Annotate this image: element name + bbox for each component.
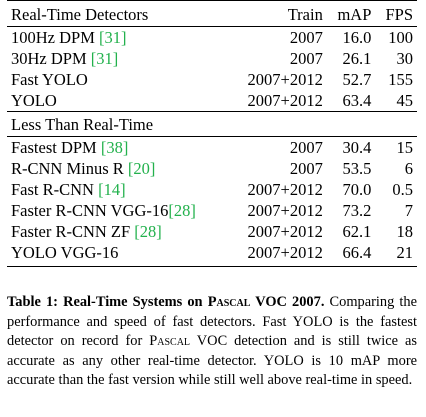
table-row: 30Hz DPM [31] 2007 26.1 30: [7, 48, 417, 69]
citation-link[interactable]: [38]: [100, 138, 129, 157]
header-detectors: Real-Time Detectors: [7, 0, 215, 27]
table-row: YOLO VGG-16 2007+2012 66.4 21: [7, 242, 417, 267]
section-title-less-than-realtime: Less Than Real-Time: [7, 111, 215, 137]
method-name-cell: Fast YOLO: [7, 69, 214, 90]
method-name-cell: 30Hz DPM [31]: [7, 48, 214, 69]
header-map: mAP: [322, 0, 372, 27]
map-cell: 30.4: [322, 136, 372, 158]
table-row: Fast R-CNN [14] 2007+2012 70.0 0.5: [7, 179, 417, 200]
train-cell: 2007: [214, 26, 323, 48]
method-name-cell: 100Hz DPM [31]: [7, 26, 215, 48]
caption-label: Table 1:: [7, 294, 58, 310]
citation-link[interactable]: [28]: [168, 201, 196, 220]
method-name-cell: Faster R-CNN VGG-16[28]: [7, 200, 214, 221]
method-name: 30Hz DPM: [11, 49, 91, 68]
header-train: Train: [214, 0, 323, 27]
method-name: YOLO VGG-16: [11, 243, 119, 262]
caption-title: Real-Time Systems on Pascal VOC 2007.: [57, 294, 325, 310]
table-row: YOLO 2007+2012 63.4 45: [7, 90, 417, 112]
fps-cell: 7: [404, 201, 413, 220]
train-cell: 2007+2012: [247, 70, 323, 89]
table-row: Fastest DPM [38] 2007 30.4 15: [7, 136, 417, 158]
fps-cell: 100: [371, 26, 417, 48]
section-header-row: Less Than Real-Time: [7, 111, 417, 137]
train-cell: 2007: [289, 49, 323, 68]
realtime-section: 100Hz DPM [31] 2007 16.0 100 30Hz DPM [31] 20…: [7, 26, 417, 112]
fps-cell: 30: [396, 49, 414, 68]
citation-link[interactable]: [31]: [90, 49, 119, 68]
method-name: 100Hz DPM: [11, 28, 100, 47]
table-row: Faster R-CNN VGG-16[28] 2007+2012 73.2 7: [7, 200, 417, 221]
fps-cell: 45: [396, 91, 414, 110]
map-cell: 53.5: [342, 159, 372, 178]
map-cell: 26.1: [342, 49, 372, 68]
fps-cell: 155: [388, 70, 413, 89]
method-name: Fast YOLO: [11, 70, 88, 89]
fps-cell: 21: [371, 242, 417, 267]
fps-cell: 6: [404, 159, 413, 178]
caption-text: Comparing the performance and speed of f…: [7, 294, 418, 389]
map-cell: 66.4: [322, 242, 372, 267]
train-cell: 2007+2012: [247, 222, 323, 241]
table-row: R-CNN Minus R [20] 2007 53.5 6: [7, 158, 417, 179]
method-name-cell: R-CNN Minus R [20]: [7, 158, 214, 179]
fps-cell: 15: [371, 136, 417, 158]
train-cell: 2007: [289, 159, 323, 178]
train-cell: 2007+2012: [247, 91, 323, 110]
citation-link[interactable]: [31]: [99, 28, 127, 47]
map-cell: 73.2: [342, 201, 372, 220]
map-cell: 52.7: [342, 70, 372, 89]
method-name-cell: YOLO VGG-16: [7, 242, 215, 267]
train-cell: 2007+2012: [247, 180, 323, 199]
citation-link[interactable]: [20]: [127, 159, 156, 178]
method-name: Faster R-CNN ZF: [11, 222, 135, 241]
table-row: 100Hz DPM [31] 2007 16.0 100: [7, 26, 417, 48]
table-header-row: Real-Time Detectors Train mAP FPS: [7, 0, 417, 27]
citation-link[interactable]: [14]: [98, 180, 126, 199]
fps-cell: 0.5: [392, 180, 413, 199]
method-name: Faster R-CNN VGG-16: [11, 201, 169, 220]
citation-link[interactable]: [28]: [134, 222, 162, 241]
table-row: Fast YOLO 2007+2012 52.7 155: [7, 69, 417, 90]
method-name-cell: Faster R-CNN ZF [28]: [7, 221, 214, 242]
method-name-cell: Fastest DPM [38]: [7, 136, 215, 158]
method-name-cell: Fast R-CNN [14]: [7, 179, 214, 200]
table-caption: Table 1: Real-Time Systems on Pascal VOC…: [7, 293, 417, 391]
results-table: Real-Time Detectors Train mAP FPS 100Hz …: [7, 0, 417, 267]
header-fps: FPS: [371, 0, 417, 27]
method-name: R-CNN Minus R: [11, 159, 128, 178]
fps-cell: 18: [396, 222, 414, 241]
map-cell: 63.4: [342, 91, 372, 110]
map-cell: 70.0: [342, 180, 372, 199]
train-cell: 2007: [214, 136, 323, 158]
train-cell: 2007+2012: [247, 201, 323, 220]
method-name: Fastest DPM: [11, 138, 101, 157]
table-row: Faster R-CNN ZF [28] 2007+2012 62.1 18: [7, 221, 417, 242]
slow-section: Fastest DPM [38] 2007 30.4 15 R-CNN Minus R …: [7, 136, 417, 267]
train-cell: 2007+2012: [214, 242, 323, 267]
method-name: YOLO: [11, 91, 57, 110]
method-name: Fast R-CNN: [11, 180, 99, 199]
method-name-cell: YOLO: [7, 90, 214, 112]
map-cell: 16.0: [322, 26, 372, 48]
results-table-container: Real-Time Detectors Train mAP FPS 100Hz …: [7, 0, 417, 267]
map-cell: 62.1: [342, 222, 372, 241]
